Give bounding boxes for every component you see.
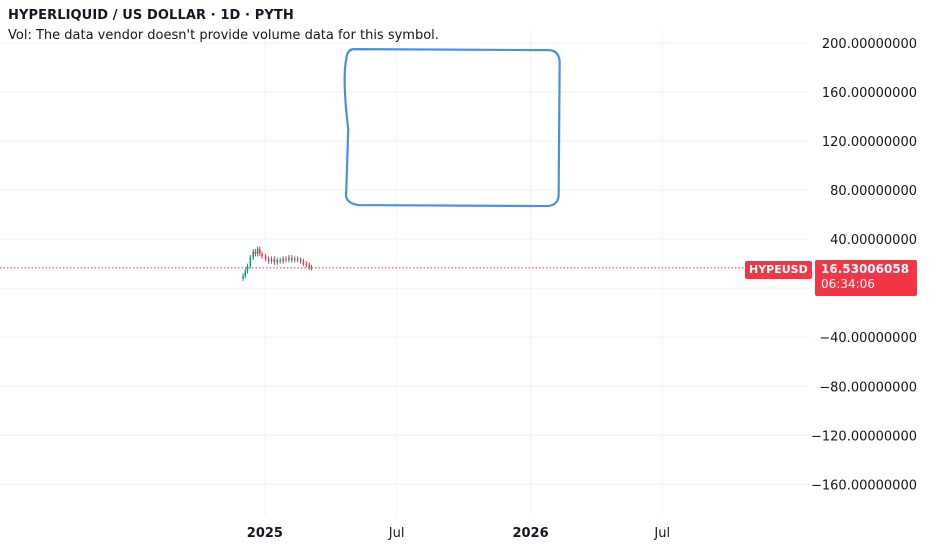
time-axis[interactable]: 2025 Jul 2026 Jul bbox=[247, 526, 670, 541]
x-tick-label: Jul bbox=[388, 526, 405, 541]
y-tick-label: 200.00000000 bbox=[822, 37, 917, 52]
chart-legend: HYPERLIQUID / US DOLLAR · 1D · PYTH Vol:… bbox=[8, 8, 439, 43]
candlestick-series[interactable] bbox=[242, 246, 313, 281]
candle-body[interactable] bbox=[242, 275, 244, 279]
candle-body[interactable] bbox=[288, 257, 290, 261]
candle-body[interactable] bbox=[308, 264, 311, 268]
symbol-title[interactable]: HYPERLIQUID / US DOLLAR · 1D · PYTH bbox=[8, 8, 294, 23]
candle-body[interactable] bbox=[270, 258, 273, 262]
candle-body[interactable] bbox=[279, 260, 281, 262]
candle-body[interactable] bbox=[264, 256, 267, 259]
price-axis[interactable]: 200.00000000 160.00000000 120.00000000 80.0… bbox=[811, 37, 917, 493]
y-tick-label: −80.00000000 bbox=[819, 380, 917, 395]
bar-countdown: 06:34:06 bbox=[821, 277, 875, 291]
candle-body[interactable] bbox=[273, 258, 276, 263]
candle-body[interactable] bbox=[310, 267, 313, 269]
y-tick-label: −40.00000000 bbox=[819, 331, 917, 346]
y-tick-label: 40.00000000 bbox=[830, 233, 917, 248]
y-tick-label: −120.00000000 bbox=[811, 429, 917, 444]
x-tick-label: 2026 bbox=[512, 526, 548, 541]
candle-body[interactable] bbox=[299, 260, 302, 262]
candle-body[interactable] bbox=[261, 253, 263, 257]
candle-body[interactable] bbox=[252, 251, 255, 258]
candle-body[interactable] bbox=[285, 258, 287, 261]
candle-body[interactable] bbox=[244, 271, 247, 276]
candle-body[interactable] bbox=[254, 251, 257, 254]
candle-body[interactable] bbox=[276, 260, 279, 263]
y-tick-label: 160.00000000 bbox=[822, 86, 917, 101]
candle-body[interactable] bbox=[305, 263, 308, 265]
candle-body[interactable] bbox=[282, 258, 284, 262]
x-tick-label: 2025 bbox=[247, 526, 283, 541]
chart-grid bbox=[0, 30, 810, 515]
y-tick-label: 80.00000000 bbox=[830, 184, 917, 199]
symbol-label-badge: HYPEUSD bbox=[745, 261, 812, 279]
drawn-rectangle[interactable] bbox=[343, 48, 561, 208]
candle-body[interactable] bbox=[246, 266, 249, 272]
x-tick-label: Jul bbox=[653, 526, 670, 541]
last-price-badge: 16.53006058 06:34:06 bbox=[815, 260, 917, 296]
candle-body[interactable] bbox=[296, 258, 299, 261]
candle-body[interactable] bbox=[256, 248, 259, 254]
candle-body[interactable] bbox=[267, 258, 270, 262]
y-tick-label: −160.00000000 bbox=[811, 478, 917, 493]
candle-body[interactable] bbox=[302, 261, 305, 264]
candle-body[interactable] bbox=[293, 258, 296, 261]
volume-note: Vol: The data vendor doesn't provide vol… bbox=[8, 28, 439, 43]
candle-body[interactable] bbox=[291, 257, 293, 261]
last-price-value: 16.53006058 bbox=[821, 262, 910, 276]
candle-body[interactable] bbox=[249, 257, 252, 267]
y-tick-label: 120.00000000 bbox=[822, 135, 917, 150]
candle-body[interactable] bbox=[259, 248, 261, 254]
